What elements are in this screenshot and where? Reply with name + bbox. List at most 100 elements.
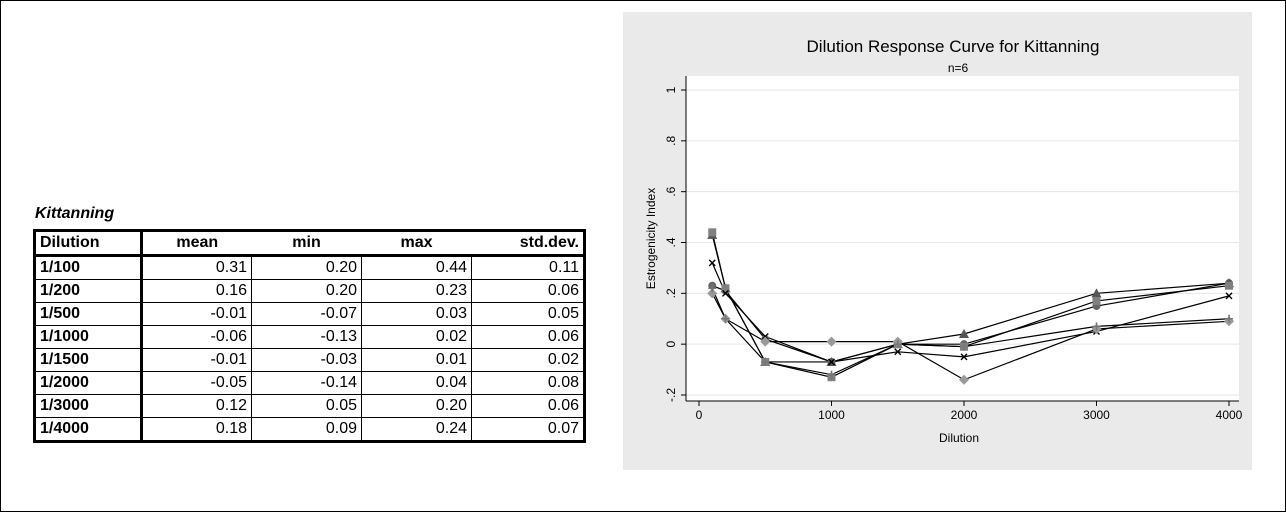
header-dilution: Dilution xyxy=(34,230,143,257)
dilution-cell: 1/500 xyxy=(34,302,143,326)
data-point xyxy=(960,353,968,361)
dilution-cell: 1/4000 xyxy=(34,417,143,442)
data-point xyxy=(721,284,730,293)
data-point xyxy=(1092,322,1101,331)
stats-table: Dilution mean min max std.dev. 1/100 0.31… xyxy=(33,229,586,443)
data-point xyxy=(827,370,836,379)
std-dev-cell: 0.11 xyxy=(471,255,585,280)
max-cell: 0.02 xyxy=(361,325,472,349)
data-point xyxy=(1225,281,1233,290)
data-point xyxy=(708,228,717,237)
data-point xyxy=(1225,314,1233,323)
data-point xyxy=(826,336,837,347)
table-row: 1/100 0.31 0.20 0.44 0.11 xyxy=(34,255,585,280)
chart-title: Dilution Response Curve for Kittanning xyxy=(807,37,1100,56)
max-cell: 0.01 xyxy=(361,348,472,372)
dilution-cell: 1/200 xyxy=(34,279,143,303)
series-line xyxy=(711,293,1230,381)
data-point xyxy=(1225,292,1233,300)
x-tick-label: 2000 xyxy=(951,408,978,422)
x-tick-label: 1000 xyxy=(818,408,845,422)
std-dev-cell: 0.02 xyxy=(471,348,585,372)
min-cell: -0.07 xyxy=(251,302,362,326)
data-point xyxy=(893,340,902,349)
table-row: 1/3000 0.12 0.05 0.20 0.06 xyxy=(34,394,585,418)
x-tick-label: 0 xyxy=(696,408,703,422)
dilution-cell: 1/2000 xyxy=(34,371,143,395)
table-row: 1/1000 -0.06 -0.13 0.02 0.06 xyxy=(34,325,585,349)
max-cell: 0.24 xyxy=(361,417,472,442)
plot-area xyxy=(686,76,1239,401)
std-dev-cell: 0.06 xyxy=(471,394,585,418)
data-point xyxy=(1092,296,1101,305)
data-point xyxy=(708,284,717,293)
table-header-row: Dilution mean min max std.dev. xyxy=(34,230,585,257)
series-line xyxy=(711,288,1230,376)
y-tick-label: 0 xyxy=(664,341,678,348)
y-tick-label: .4 xyxy=(664,237,678,247)
y-tick-label: -.2 xyxy=(664,388,678,402)
y-tick-label: .8 xyxy=(664,136,678,146)
table-row: 1/500 -0.01 -0.07 0.03 0.05 xyxy=(34,302,585,326)
data-point xyxy=(959,374,969,385)
data-point xyxy=(1091,288,1102,298)
max-cell: 0.23 xyxy=(361,279,472,303)
max-cell: 0.44 xyxy=(361,255,472,280)
y-tick-label: .6 xyxy=(664,186,678,196)
x-tick-label: 4000 xyxy=(1216,408,1243,422)
mean-cell: 0.18 xyxy=(141,417,252,442)
header-min: min xyxy=(251,230,362,257)
dilution-cell: 1/3000 xyxy=(34,394,143,418)
min-cell: 0.05 xyxy=(251,394,362,418)
data-point xyxy=(959,329,969,338)
data-point xyxy=(828,358,835,366)
y-tick-label: 1 xyxy=(664,86,678,93)
max-cell: 0.20 xyxy=(361,394,472,418)
table-row: 1/200 0.16 0.20 0.23 0.06 xyxy=(34,279,585,303)
data-point xyxy=(761,333,769,341)
y-tick-label: .2 xyxy=(664,288,678,298)
min-cell: -0.03 xyxy=(251,348,362,372)
std-dev-cell: 0.07 xyxy=(471,417,585,442)
max-cell: 0.04 xyxy=(361,371,472,395)
std-dev-cell: 0.06 xyxy=(471,279,585,303)
mean-cell: 0.12 xyxy=(141,394,252,418)
table-row: 1/1500 -0.01 -0.03 0.01 0.02 xyxy=(34,348,585,372)
data-point xyxy=(760,336,771,347)
mean-cell: -0.06 xyxy=(141,325,252,349)
min-cell: -0.13 xyxy=(251,325,362,349)
dilution-response-chart: -.2 0 .2 .4 .6 .8 1 0 1000 2000 3000 4000 Dilution R… xyxy=(644,37,1243,445)
std-dev-cell: 0.05 xyxy=(471,302,585,326)
header-std-dev: std.dev. xyxy=(471,230,585,257)
y-axis-label: Estrogenicity Index xyxy=(644,188,658,289)
dilution-cell: 1/1000 xyxy=(34,325,143,349)
data-point xyxy=(708,259,716,267)
min-cell: -0.14 xyxy=(251,371,362,395)
max-cell: 0.03 xyxy=(361,302,472,326)
std-dev-cell: 0.06 xyxy=(471,325,585,349)
mean-cell: -0.01 xyxy=(141,348,252,372)
min-cell: 0.09 xyxy=(251,417,362,442)
x-axis-label: Dilution xyxy=(939,431,979,445)
mean-cell: -0.01 xyxy=(141,302,252,326)
mean-cell: 0.31 xyxy=(141,255,252,280)
data-point xyxy=(721,314,730,323)
x-tick-label: 3000 xyxy=(1083,408,1110,422)
min-cell: 0.20 xyxy=(251,279,362,303)
data-point xyxy=(894,348,902,356)
header-mean: mean xyxy=(141,230,252,257)
data-point xyxy=(960,342,968,351)
std-dev-cell: 0.08 xyxy=(471,371,585,395)
header-max: max xyxy=(361,230,472,257)
dilution-cell: 1/100 xyxy=(34,255,143,280)
data-point xyxy=(722,289,729,297)
series-line xyxy=(711,262,1230,363)
data-point xyxy=(707,288,718,299)
data-point xyxy=(761,357,770,366)
table-row: 1/2000 -0.05 -0.14 0.04 0.08 xyxy=(34,371,585,395)
table-body: 1/100 0.31 0.20 0.44 0.11 1/200 0.16 0.20 0.23 0.… xyxy=(34,255,585,442)
min-cell: 0.20 xyxy=(251,255,362,280)
table-row: 1/4000 0.18 0.09 0.24 0.07 xyxy=(34,417,585,442)
chart-subtitle: n=6 xyxy=(948,61,969,75)
